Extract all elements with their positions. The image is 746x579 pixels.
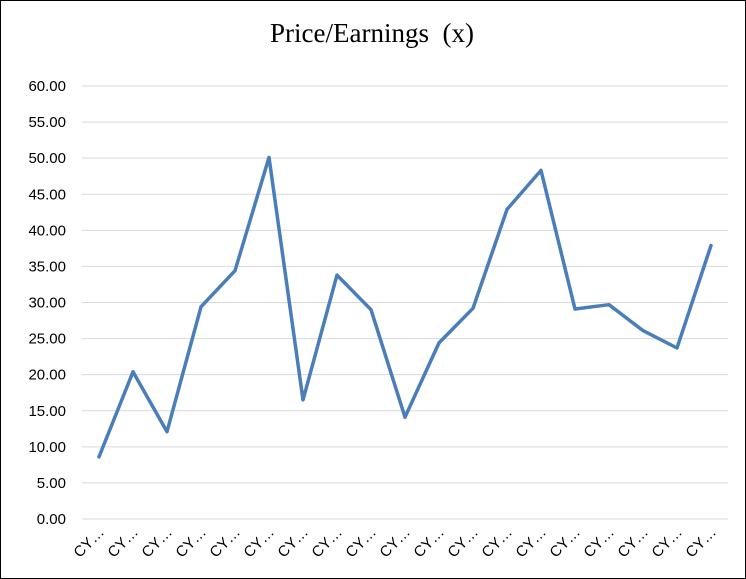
x-tick-label: CY… bbox=[682, 524, 719, 561]
data-point bbox=[97, 455, 101, 459]
y-tick-label: 55.00 bbox=[28, 114, 66, 131]
data-point bbox=[437, 341, 441, 345]
data-point bbox=[165, 430, 169, 434]
data-point bbox=[301, 398, 305, 402]
data-point bbox=[199, 305, 203, 309]
y-tick-label: 0.00 bbox=[37, 511, 66, 528]
y-tick-label: 15.00 bbox=[28, 403, 66, 420]
data-point bbox=[539, 168, 543, 172]
x-tick-label: CY… bbox=[206, 524, 243, 561]
x-tick-label: CY… bbox=[308, 524, 345, 561]
data-point bbox=[675, 346, 679, 350]
y-tick-label: 35.00 bbox=[28, 258, 66, 275]
data-point bbox=[131, 370, 135, 374]
data-point bbox=[607, 303, 611, 307]
data-point bbox=[403, 415, 407, 419]
x-tick-label: CY… bbox=[478, 524, 515, 561]
x-tick-label: CY… bbox=[546, 524, 583, 561]
data-point bbox=[709, 243, 713, 247]
y-tick-label: 5.00 bbox=[37, 475, 66, 492]
y-axis-tick-labels: 0.00 5.00 10.00 15.00 20.00 25.00 30.00 35.00 40… bbox=[28, 78, 66, 528]
x-tick-label: CY… bbox=[172, 524, 209, 561]
data-point bbox=[335, 273, 339, 277]
y-tick-label: 50.00 bbox=[28, 150, 66, 167]
data-point bbox=[573, 307, 577, 311]
y-tick-label: 25.00 bbox=[28, 331, 66, 348]
data-point bbox=[369, 308, 373, 312]
y-tick-label: 45.00 bbox=[28, 186, 66, 203]
x-tick-label: CY… bbox=[444, 524, 481, 561]
x-tick-label: CY… bbox=[410, 524, 447, 561]
x-tick-label: CY… bbox=[376, 524, 413, 561]
x-tick-label: CY… bbox=[274, 524, 311, 561]
y-tick-label: 10.00 bbox=[28, 439, 66, 456]
series-layer bbox=[97, 155, 713, 459]
data-point bbox=[641, 329, 645, 333]
x-tick-label: CY… bbox=[580, 524, 617, 561]
x-tick-label: CY… bbox=[104, 524, 141, 561]
data-point bbox=[505, 207, 509, 211]
x-tick-label: CY… bbox=[138, 524, 175, 561]
gridlines bbox=[82, 85, 728, 520]
series-line bbox=[97, 155, 713, 459]
y-tick-label: 30.00 bbox=[28, 295, 66, 312]
y-tick-label: 60.00 bbox=[28, 78, 66, 95]
x-tick-label: CY… bbox=[342, 524, 379, 561]
x-axis-tick-labels: CY…CY…CY…CY…CY…CY…CY…CY…CY…CY…CY…CY…CY…C… bbox=[70, 524, 719, 561]
chart-title: Price/Earnings (x) bbox=[270, 18, 474, 48]
x-tick-label: CY… bbox=[512, 524, 549, 561]
x-tick-label: CY… bbox=[648, 524, 685, 561]
x-tick-label: CY… bbox=[614, 524, 651, 561]
data-point bbox=[267, 155, 271, 159]
x-tick-label: CY… bbox=[70, 524, 107, 561]
x-tick-label: CY… bbox=[240, 524, 277, 561]
y-tick-label: 20.00 bbox=[28, 367, 66, 384]
y-tick-label: 40.00 bbox=[28, 222, 66, 239]
data-point bbox=[471, 306, 475, 310]
data-point bbox=[233, 269, 237, 273]
